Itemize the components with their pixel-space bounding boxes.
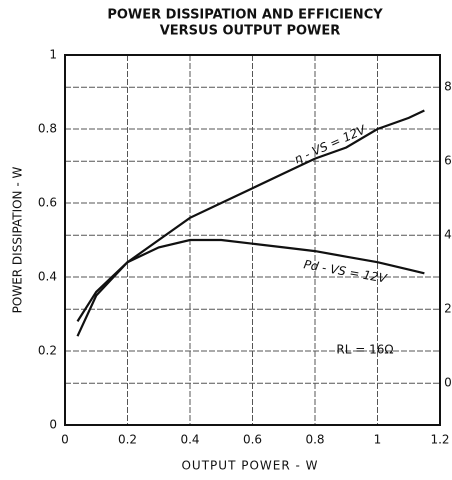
series-line <box>76 238 425 322</box>
x-axis-label: OUTPUT POWER - W <box>181 459 318 473</box>
x-tick-label: 1.2 <box>430 433 449 447</box>
y2-tick-label: 0 <box>444 376 452 390</box>
y2-tick-label: 6 <box>444 154 452 168</box>
x-tick-label: 0.6 <box>243 433 262 447</box>
chart-title: POWER DISSIPATION AND EFFICIENCY <box>107 8 383 23</box>
chart-subtitle: VERSUS OUTPUT POWER <box>160 24 341 39</box>
x-tick-label: 0 <box>61 433 69 447</box>
y-tick-label: 0.4 <box>38 270 57 284</box>
annotation: RL = 16Ω <box>336 343 393 357</box>
y-tick-label: 1 <box>49 48 57 62</box>
y-tick-label: 0.2 <box>38 344 57 358</box>
y-tick-label: 0 <box>49 418 57 432</box>
plot-frame <box>64 54 441 426</box>
x-tick-label: 0.4 <box>180 433 199 447</box>
y-tick-label: 0.8 <box>38 122 57 136</box>
y2-tick-label: 8 <box>444 80 452 94</box>
y2-tick-label: 2 <box>444 302 452 316</box>
y2-tick-label: 4 <box>444 228 452 242</box>
x-tick-label: 0.8 <box>305 433 324 447</box>
x-tick-label: 0.2 <box>118 433 137 447</box>
x-tick-label: 1 <box>374 433 382 447</box>
series-line <box>76 109 425 337</box>
y-tick-label: 0.6 <box>38 196 57 210</box>
y-axis-label: POWER DISSIPATION - W <box>11 167 25 314</box>
